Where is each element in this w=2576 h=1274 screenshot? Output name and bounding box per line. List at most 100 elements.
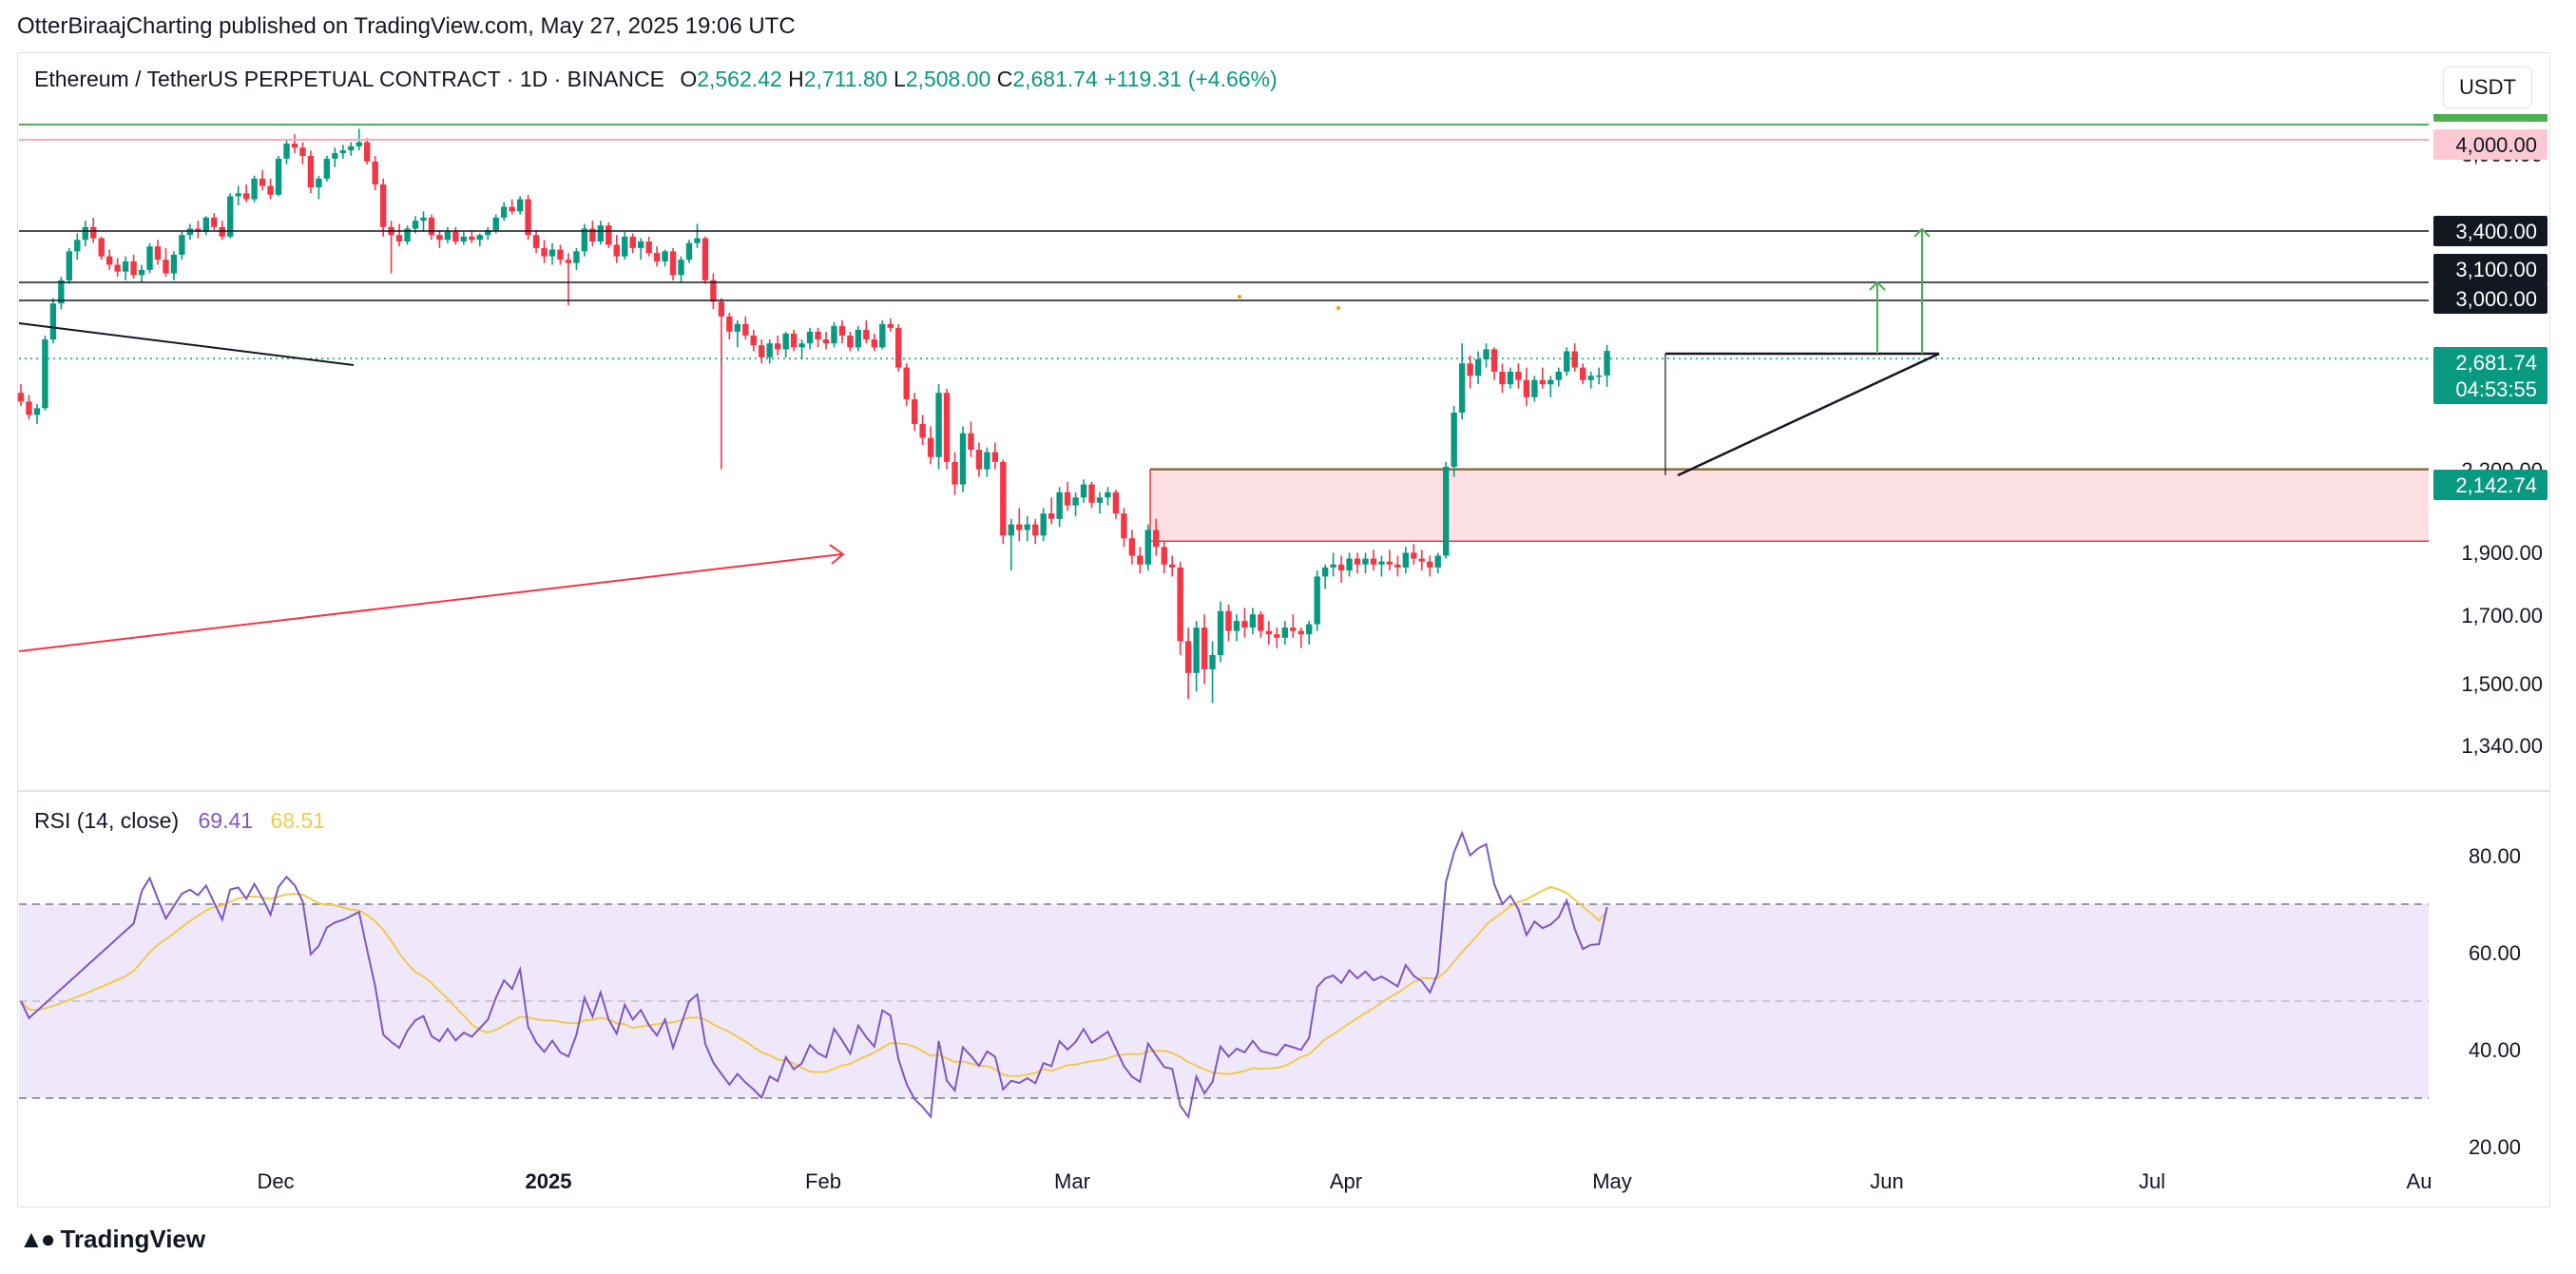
candle-body	[122, 261, 129, 272]
candle-body	[815, 331, 821, 340]
candle-body	[1169, 564, 1176, 568]
candle-body	[1088, 484, 1095, 503]
candle-body	[428, 217, 435, 236]
open-label: O	[680, 67, 698, 91]
candle-body	[42, 339, 48, 409]
candle-body	[106, 256, 113, 265]
candle-body	[959, 433, 967, 485]
candle-body	[469, 236, 475, 241]
candle-body	[1217, 610, 1224, 655]
candle-body	[1539, 379, 1547, 385]
candle-body	[645, 241, 652, 254]
rsi-ma-line	[20, 885, 1608, 1077]
candle-body	[195, 228, 202, 232]
candle-body	[202, 217, 210, 232]
candle-body	[235, 193, 241, 197]
candle-body	[130, 261, 137, 276]
price-label-text: 2,142.74	[2455, 473, 2537, 497]
tradingview-logo[interactable]: ▲● TradingView	[19, 1225, 205, 1254]
candle-body	[822, 339, 830, 344]
x-tick-label: Dec	[257, 1169, 294, 1193]
candle-body	[718, 301, 725, 317]
price-label-text: 3,400.00	[2455, 220, 2537, 243]
candle-body	[420, 217, 427, 222]
rsi-tick-label: 60.00	[2469, 941, 2521, 965]
candle-body	[903, 367, 910, 400]
published-line: OtterBiraajCharting published on Trading…	[17, 13, 796, 39]
change-value: +119.31 (+4.66%)	[1104, 67, 1278, 91]
price-tick-label: 1,340.00	[2461, 734, 2543, 758]
candle-body	[146, 246, 153, 270]
candle-body	[186, 228, 194, 236]
candle-body	[662, 251, 668, 261]
candle-body	[476, 235, 483, 241]
candle-body	[1144, 530, 1151, 565]
candle-body	[1072, 497, 1079, 506]
candle-body	[163, 260, 169, 274]
candle-body	[597, 225, 605, 241]
candle-body	[1249, 614, 1257, 628]
candle-body	[935, 393, 942, 457]
candle-body	[984, 452, 990, 470]
candle-body	[1193, 627, 1200, 673]
candle-body	[541, 247, 548, 257]
candle-body	[1241, 621, 1248, 628]
candle-body	[694, 238, 701, 243]
x-tick-label: Jun	[1870, 1169, 1903, 1193]
candle-body	[372, 161, 378, 184]
rsi-title: RSI (14, close)	[34, 808, 180, 833]
candle-body	[58, 280, 65, 304]
candle-body	[919, 423, 926, 438]
rsi-tick-label: 40.00	[2469, 1038, 2521, 1062]
candle-body	[219, 226, 225, 237]
candle-body	[114, 264, 121, 272]
candle-body	[1362, 558, 1369, 565]
candle-body	[1483, 349, 1490, 359]
price-label-text: 2,681.74	[2455, 351, 2537, 375]
candle-body	[492, 217, 499, 231]
candle-body	[1499, 371, 1506, 385]
candle-body	[138, 269, 145, 276]
candle-body	[532, 235, 540, 248]
candle-body	[82, 226, 88, 241]
candle-body	[742, 323, 749, 336]
candle-body	[267, 185, 274, 195]
candle-body	[871, 339, 878, 348]
candle-body	[227, 196, 234, 237]
candle-body	[509, 206, 515, 212]
candle-body	[179, 235, 185, 255]
candle-body	[49, 303, 57, 340]
candle-body	[74, 240, 81, 252]
x-tick-label: Jul	[2139, 1169, 2165, 1193]
candle-body	[1402, 552, 1410, 568]
rsi-legend: RSI (14, close) 69.41 68.51	[34, 808, 325, 834]
price-label-box	[2433, 283, 2547, 314]
candle-body	[1040, 513, 1047, 536]
candle-body	[98, 238, 105, 257]
candle-body	[516, 199, 524, 212]
candle-body	[685, 242, 693, 261]
candle-body	[251, 178, 258, 200]
candle-body	[1442, 467, 1450, 556]
candle-body	[275, 158, 282, 195]
candle-body	[364, 142, 371, 162]
candle-body	[766, 343, 773, 357]
candle-body	[460, 236, 468, 241]
candle-body	[339, 150, 346, 154]
candle-body	[863, 329, 870, 340]
candle-body	[395, 235, 403, 241]
candle-body	[1128, 538, 1136, 556]
price-label-box	[2433, 129, 2547, 160]
candle-body	[323, 158, 331, 179]
candle-body	[613, 244, 620, 257]
price-label-text: 4,000.00	[2455, 133, 2537, 157]
candle-body	[379, 183, 387, 227]
candle-body	[678, 260, 684, 276]
currency-button[interactable]: USDT	[2443, 67, 2532, 108]
candle-body	[734, 323, 741, 332]
candle-body	[806, 331, 814, 344]
candle-body	[307, 155, 315, 188]
candle-body	[782, 333, 789, 350]
candle-body	[1137, 555, 1144, 565]
